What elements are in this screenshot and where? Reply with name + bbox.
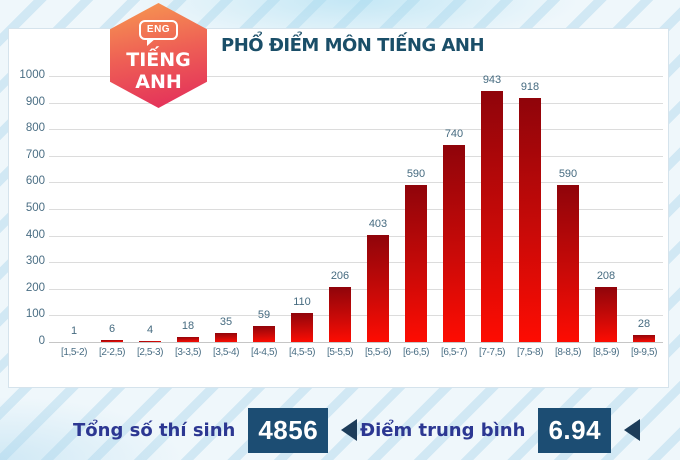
bar <box>139 340 161 342</box>
y-tick-label: 300 <box>25 255 45 268</box>
gridline <box>49 235 663 237</box>
bar <box>633 334 655 342</box>
bar-value-label: 918 <box>520 80 540 93</box>
gridline <box>49 262 663 264</box>
badge-bubble-text: ENG <box>146 24 171 35</box>
x-tick-label: [2-2,5) <box>98 347 126 358</box>
x-tick-label: [6,5-7) <box>440 347 468 358</box>
badge-subject-line2: ANH <box>135 71 182 93</box>
bar <box>367 234 389 342</box>
bar-value-label: 590 <box>406 168 426 181</box>
x-tick-label: [5,5-6) <box>364 347 392 358</box>
bar-value-label: 6 <box>108 323 116 336</box>
x-tick-label: [8,5-9) <box>592 347 620 358</box>
total-candidates-value: 4856 <box>248 407 329 453</box>
gridline <box>49 288 663 290</box>
x-tick-label: [4,5-5) <box>288 347 316 358</box>
y-tick-label: 1000 <box>19 69 45 81</box>
y-tick-label: 200 <box>25 281 45 294</box>
y-tick-label: 400 <box>25 228 45 241</box>
gridline <box>49 315 663 317</box>
x-tick-label: [2,5-3) <box>136 347 164 358</box>
y-tick-label: 800 <box>25 122 45 135</box>
total-candidates-stat: Tổng số thí sinh 4856 <box>73 406 358 454</box>
bar-value-label: 28 <box>637 317 651 330</box>
bar-value-label: 740 <box>444 128 464 141</box>
x-tick-label: [4-4,5) <box>250 347 278 358</box>
y-tick-label: 0 <box>38 335 45 347</box>
x-tick-label: [6-6,5) <box>402 347 430 358</box>
y-tick-label: 500 <box>25 202 45 214</box>
bar <box>215 332 237 342</box>
bar-value-label: 4 <box>146 323 154 336</box>
x-tick-label: [3-3,5) <box>174 347 202 358</box>
bar <box>557 185 579 342</box>
gridline <box>49 155 663 157</box>
badge-subject-line1: TIẾNG <box>126 49 191 71</box>
chart-title: PHỔ ĐIỂM MÔN TIẾNG ANH <box>221 35 485 56</box>
bar <box>329 287 351 342</box>
gridline <box>49 129 663 131</box>
bar <box>595 286 617 342</box>
bar-value-label: 59 <box>257 309 271 322</box>
bar-value-label: 206 <box>330 270 350 283</box>
x-tick-label: [5-5,5) <box>326 347 354 358</box>
bar-value-label: 1 <box>70 324 78 337</box>
average-score-value: 6.94 <box>538 407 612 453</box>
gridline <box>49 182 663 184</box>
bar <box>405 185 427 342</box>
gridline <box>49 342 663 343</box>
y-tick-label: 100 <box>25 308 45 321</box>
gridline <box>49 209 663 210</box>
average-score-stat: Điểm trung bình 6.94 <box>360 406 641 454</box>
x-tick-label: [9-9,5) <box>630 347 658 358</box>
bar <box>443 145 465 342</box>
x-tick-label: [1,5-2) <box>60 347 88 358</box>
bar-value-label: 208 <box>596 269 616 282</box>
bar-value-label: 110 <box>293 295 311 308</box>
y-tick-label: 700 <box>25 148 45 161</box>
eng-speech-bubble-icon: ENG <box>138 20 179 46</box>
x-tick-label: [7,5-8) <box>516 347 544 358</box>
bar <box>481 91 503 342</box>
gridline <box>49 76 663 77</box>
y-tick-label: 600 <box>25 175 45 188</box>
bar-value-label: 35 <box>219 315 233 328</box>
left-arrow-icon <box>341 419 358 441</box>
gridline <box>49 102 663 104</box>
bar <box>101 340 123 342</box>
bar <box>519 97 541 342</box>
bar <box>291 312 313 342</box>
bar-value-label: 590 <box>558 168 578 181</box>
y-tick-label: 900 <box>25 95 45 108</box>
x-tick-label: [3,5-4) <box>212 347 240 358</box>
x-tick-label: [8-8,5) <box>554 347 582 358</box>
bar-value-label: 943 <box>482 74 502 87</box>
bar-value-label: 18 <box>181 320 195 333</box>
average-score-label: Điểm trung bình <box>360 419 526 441</box>
bar <box>253 326 275 342</box>
left-arrow-icon <box>624 419 641 441</box>
bar <box>177 337 199 342</box>
bar-value-label: 403 <box>368 217 388 230</box>
chart-panel: PHỔ ĐIỂM MÔN TIẾNG ANH 0 100 200 300 400 500 6… <box>8 28 669 388</box>
x-tick-label: [7-7,5) <box>478 347 506 358</box>
total-candidates-label: Tổng số thí sinh <box>73 419 236 441</box>
